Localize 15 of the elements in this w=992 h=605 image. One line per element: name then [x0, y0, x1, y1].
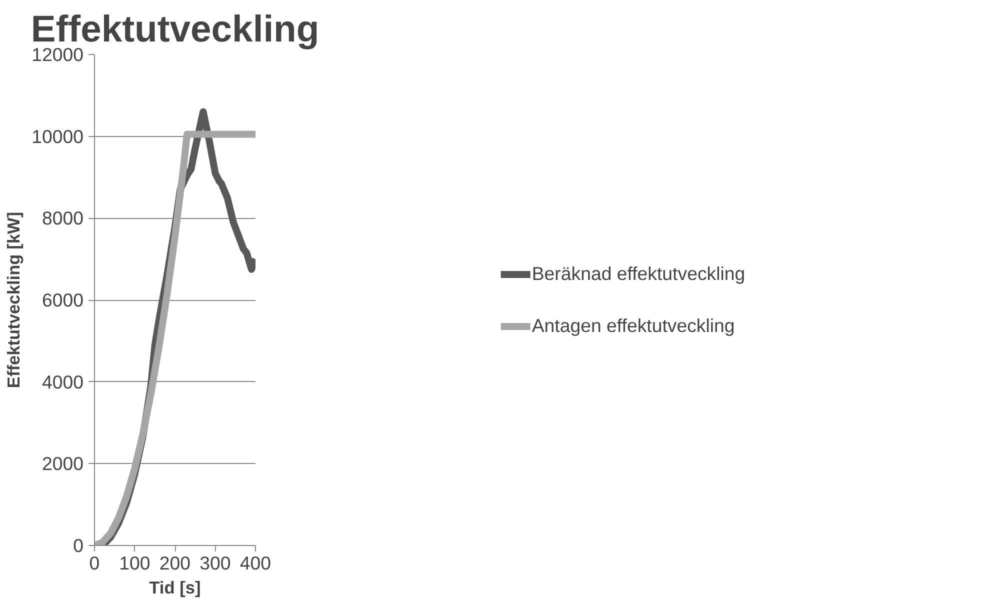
x-tick-label: 100 — [119, 552, 150, 574]
y-tick-label: 6000 — [42, 290, 84, 310]
legend-label: Beräknad effektutveckling — [532, 262, 746, 284]
y-tick-label: 0 — [73, 535, 84, 556]
y-axis-title: Effektutveckling [kW] — [4, 212, 24, 388]
y-tick-label: 2000 — [42, 453, 84, 474]
y-tick-label: 8000 — [42, 208, 84, 229]
x-tick-label: 200 — [159, 552, 191, 574]
y-tick-label: 10000 — [32, 126, 84, 147]
x-tick-label: 300 — [200, 552, 231, 574]
x-tick-label: 400 — [240, 552, 272, 574]
legend-label: Antagen effektutveckling — [532, 314, 735, 336]
x-tick-label: 0 — [89, 552, 100, 574]
y-tick-label: 4000 — [42, 371, 84, 392]
x-axis-title: Tid [s] — [149, 578, 201, 598]
